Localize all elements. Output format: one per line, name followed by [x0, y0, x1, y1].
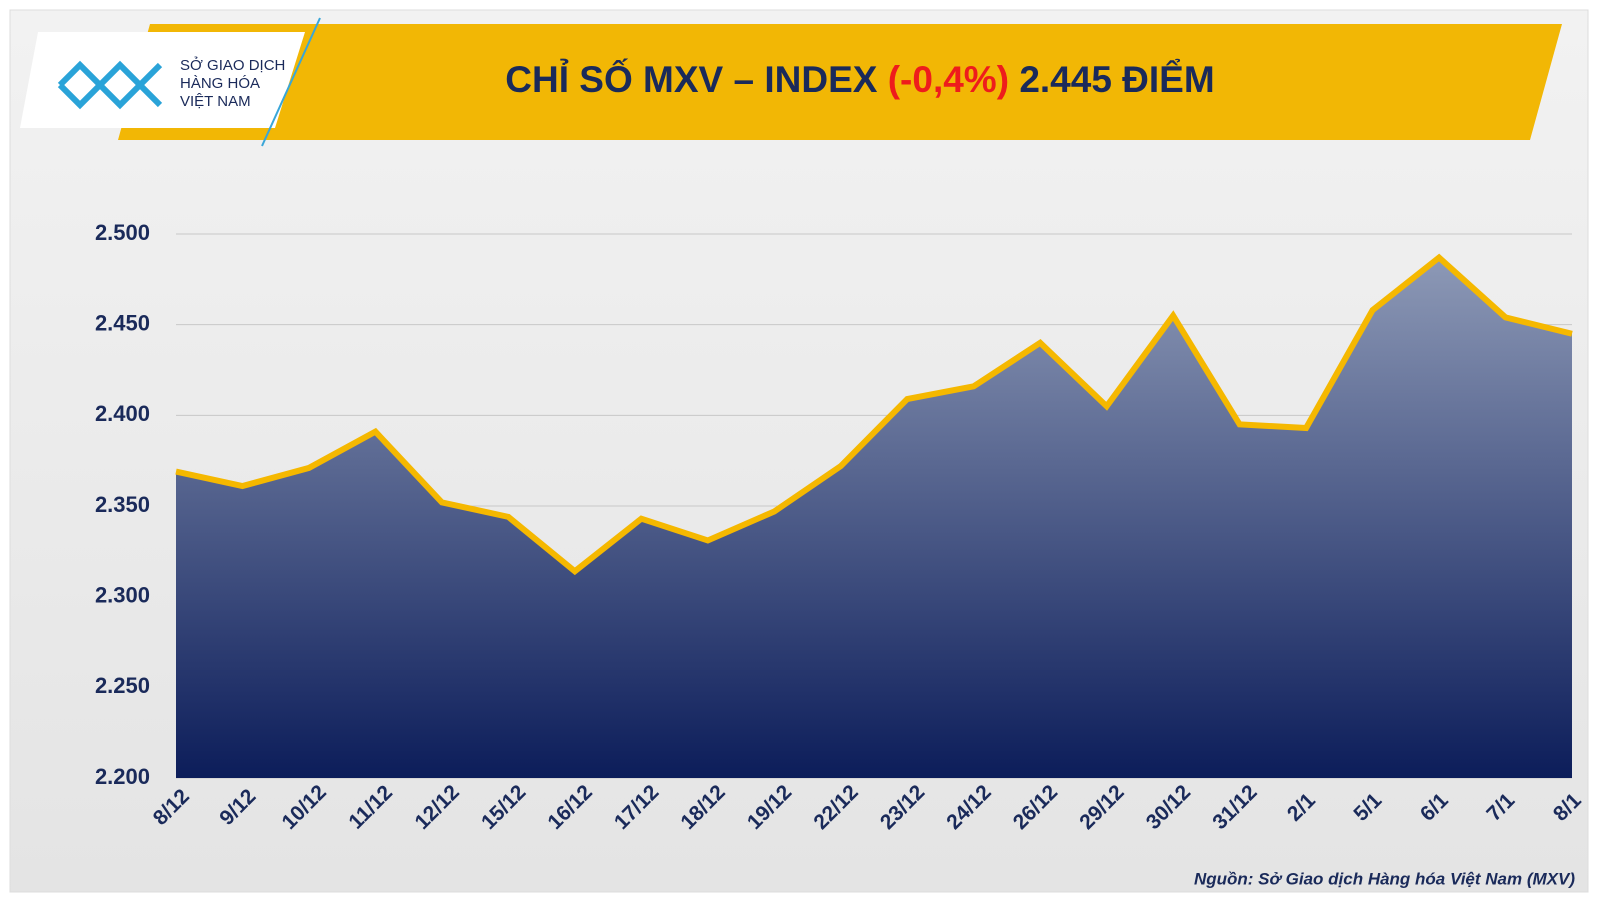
y-tick-label: 2.500 [95, 220, 150, 245]
title-part: 2.445 ĐIỂM [1019, 58, 1214, 100]
logo-box [20, 32, 305, 128]
title-part: CHỈ SỐ MXV – INDEX [505, 58, 877, 100]
logo-accent [261, 17, 321, 147]
y-tick-label: 2.450 [95, 310, 150, 335]
title-banner [118, 24, 1562, 140]
y-tick-label: 2.250 [95, 673, 150, 698]
logo-icon [57, 60, 163, 110]
source-note: Nguồn: Sở Giao dịch Hàng hóa Việt Nam (M… [1194, 869, 1575, 888]
logo-text: HÀNG HÓA [180, 75, 260, 92]
chart-title: CHỈ SỐ MXV – INDEX (-0,4%) 2.445 ĐIỂM [505, 58, 1214, 100]
area [176, 257, 1572, 778]
logo-text: SỞ GIAO DỊCH [180, 56, 285, 74]
line [175, 253, 1573, 576]
y-tick-label: 2.400 [95, 401, 150, 426]
y-tick-label: 2.300 [95, 582, 150, 607]
logo-text: VIỆT NAM [180, 93, 251, 110]
y-tick-label: 2.350 [95, 492, 150, 517]
title-change: (-0,4%) [888, 59, 1009, 100]
y-tick-label: 2.200 [95, 764, 150, 789]
